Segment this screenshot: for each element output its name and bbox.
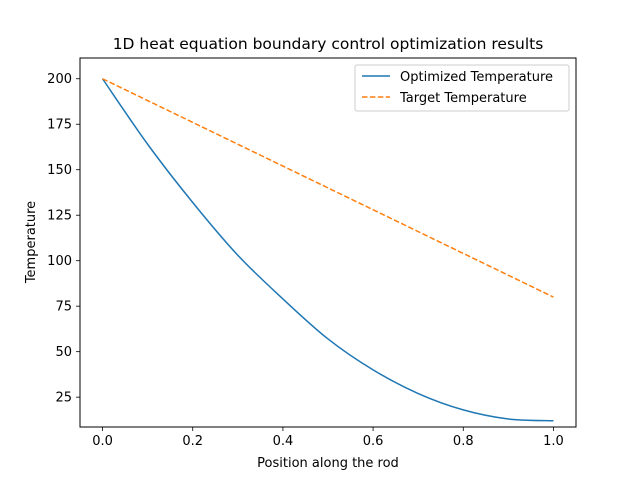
y-tick-label: 75 [55,300,72,315]
y-tick-label: 25 [55,391,72,406]
legend-box [354,64,570,112]
y-axis-ticks: 25 50 75 100 125 150 175 200 [47,72,80,406]
y-tick-label: 150 [47,163,72,178]
legend-label-target: Target Temperature [399,91,527,106]
legend: Optimized Temperature Target Temperature [354,64,570,112]
y-tick-label: 100 [47,254,72,269]
y-axis-label: Temperature [24,201,39,284]
y-tick-label: 50 [55,345,72,360]
x-tick-label: 0.6 [363,434,384,449]
y-tick-label: 175 [47,118,72,133]
x-tick-label: 0.2 [182,434,203,449]
y-tick-label: 125 [47,209,72,224]
x-tick-label: 0.4 [273,434,294,449]
legend-label-optimized: Optimized Temperature [400,70,553,85]
x-tick-label: 0.0 [92,434,113,449]
series-line-0 [101,78,554,422]
plot-lines [101,78,554,422]
plot-frame [79,57,577,428]
series-line-1 [102,78,554,298]
y-tick-label: 200 [47,72,72,87]
x-axis-label: Position along the rod [257,456,399,471]
chart-title: 1D heat equation boundary control optimi… [113,35,544,53]
x-axis-ticks: 0.0 0.2 0.4 0.6 0.8 1.0 [92,427,564,449]
x-tick-label: 0.8 [453,434,474,449]
x-tick-label: 1.0 [543,434,564,449]
